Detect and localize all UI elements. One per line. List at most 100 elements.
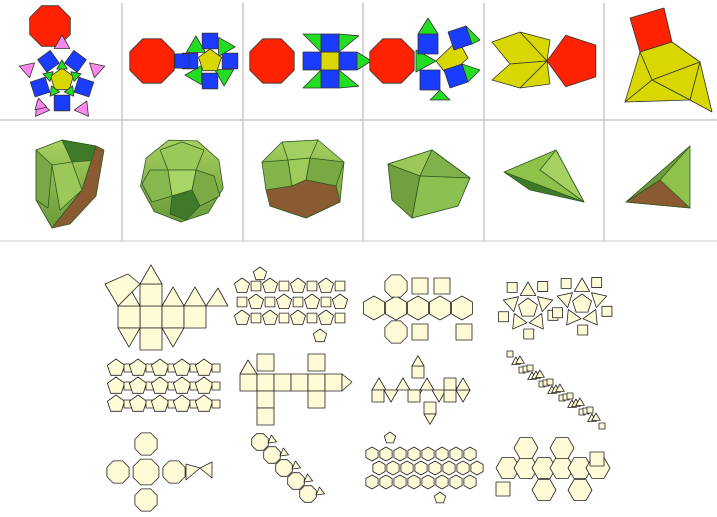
triangle-face: [49, 85, 61, 97]
net-octagon-pentagon-squares-green-triangles: [129, 32, 239, 90]
net-face: [546, 378, 554, 386]
net-face: [307, 390, 326, 409]
solid-face: [35, 149, 53, 209]
top-solids: [35, 139, 691, 229]
net-pinwheel: [498, 277, 613, 340]
octagon-face: [129, 38, 175, 84]
net-face: [383, 431, 397, 444]
triangle-face: [415, 49, 437, 73]
net-face: [236, 296, 248, 308]
net-face: [211, 381, 221, 391]
net-face: [250, 280, 262, 292]
net-face: [307, 373, 326, 392]
top-grid: [0, 0, 717, 244]
triangle-face: [42, 71, 54, 82]
octagon-face: [249, 38, 295, 84]
net-face: [104, 273, 141, 307]
net-face: [312, 328, 328, 343]
net-face: [575, 397, 585, 406]
net-face: [428, 460, 442, 476]
net-face: [117, 305, 141, 329]
net-triangle-square-zigzag: [371, 355, 471, 425]
triangle-face: [18, 62, 35, 79]
net-face: [318, 277, 334, 293]
triangle-face: [338, 69, 360, 89]
net-face: [195, 376, 213, 394]
triangle-face: [214, 69, 235, 87]
net-face: [290, 373, 309, 392]
net-face: [411, 277, 429, 295]
net-face: [407, 446, 421, 462]
triangle-face: [302, 33, 322, 53]
net-face: [250, 312, 262, 324]
net-face: [365, 474, 379, 490]
net-face: [455, 377, 471, 391]
net-face: [139, 264, 163, 285]
square-face: [201, 32, 219, 50]
net-face: [291, 460, 301, 470]
net-face: [239, 373, 258, 392]
net-face: [512, 313, 528, 330]
net-face: [591, 412, 601, 421]
net-face: [320, 296, 332, 308]
square-face: [73, 76, 95, 98]
solid-face: [411, 175, 471, 219]
solid-face: [625, 179, 691, 209]
triangle-face: [356, 51, 372, 71]
triangle-face: [417, 17, 439, 35]
net-face: [400, 460, 414, 476]
net-face: [411, 323, 429, 341]
net-face: [134, 488, 158, 512]
net-face: [470, 460, 484, 476]
solid-pyramid-like: [387, 149, 471, 219]
net-face: [324, 373, 343, 392]
net-face: [107, 376, 126, 394]
square-face: [201, 72, 219, 90]
net-face: [495, 481, 511, 497]
net-face: [577, 324, 589, 336]
net-face: [528, 313, 544, 330]
top-grid-background: [0, 0, 717, 244]
net-face: [383, 389, 399, 403]
net-face: [234, 309, 251, 325]
triangle-face: [34, 97, 48, 111]
net-face: [379, 446, 393, 462]
net-face: [502, 296, 519, 312]
net-face: [455, 389, 471, 403]
net-face: [256, 407, 275, 426]
net-octagon-cross: [106, 432, 213, 512]
net-face: [549, 437, 575, 459]
net-face: [384, 274, 408, 298]
net-face: [162, 460, 186, 484]
net-square-yellow-triangles: [624, 7, 713, 113]
square-face: [417, 33, 439, 55]
net-face: [589, 451, 605, 467]
top-nets: [18, 5, 713, 117]
net-face: [134, 432, 158, 456]
net-face: [526, 364, 534, 372]
net-face: [451, 295, 473, 321]
net-face: [537, 281, 549, 292]
net-face: [531, 479, 557, 501]
net-large-hexagons: [495, 437, 611, 501]
net-face: [195, 358, 213, 376]
square-face: [419, 69, 441, 91]
solid-face: [169, 189, 201, 221]
triangle-face: [56, 59, 68, 70]
net-face: [537, 296, 554, 312]
triangle-face: [70, 71, 82, 82]
net-face: [463, 474, 477, 490]
net-face: [306, 312, 318, 324]
net-face: [598, 422, 606, 430]
square-face: [221, 52, 239, 70]
net-face: [307, 353, 326, 372]
net-face: [431, 389, 447, 403]
solid-face: [159, 141, 205, 171]
net-octagon-triangle-squares: [369, 17, 481, 101]
net-face: [161, 286, 185, 307]
net-face: [393, 446, 407, 462]
net-face: [315, 486, 325, 496]
net-face: [263, 446, 281, 464]
net-face: [531, 457, 557, 479]
net-face: [161, 305, 185, 329]
